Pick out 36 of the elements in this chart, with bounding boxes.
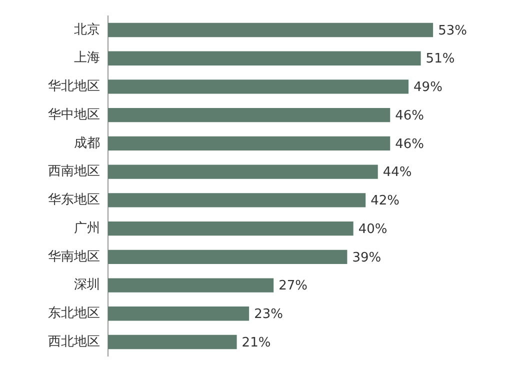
bar	[108, 51, 421, 66]
bar	[108, 306, 250, 321]
y-tick-label: 华北地区	[48, 79, 100, 94]
data-label: 46%	[395, 136, 424, 152]
y-tick-label: 华中地区	[48, 107, 100, 122]
bar	[108, 136, 390, 151]
data-label: 39%	[352, 250, 382, 266]
data-label: 46%	[395, 108, 424, 124]
bar	[108, 193, 366, 208]
bar	[108, 164, 378, 179]
y-tick-label: 成都	[74, 136, 100, 151]
bar	[108, 80, 409, 94]
y-tick-label: 北京	[74, 22, 100, 38]
data-label: 27%	[278, 278, 308, 294]
bar	[108, 108, 390, 122]
data-label: 42%	[370, 194, 400, 209]
data-label: 23%	[254, 307, 283, 322]
bar	[108, 278, 274, 292]
y-tick-label: 深圳	[74, 278, 100, 293]
y-tick-label: 华南地区	[48, 249, 100, 264]
bar	[108, 250, 348, 264]
data-label: 53%	[438, 23, 467, 38]
bar	[108, 22, 434, 38]
bar	[108, 334, 237, 350]
data-label: 21%	[242, 335, 271, 350]
data-label: 40%	[358, 222, 388, 237]
y-tick-label: 上海	[74, 50, 100, 66]
bar	[108, 221, 354, 236]
y-tick-label: 西南地区	[48, 164, 100, 180]
y-tick-label: 东北地区	[48, 306, 100, 322]
y-tick-label: 华东地区	[48, 192, 100, 208]
data-label: 51%	[426, 52, 455, 67]
data-label: 44%	[382, 165, 412, 180]
y-tick-label: 西北地区	[48, 334, 100, 350]
y-tick-label: 广州	[74, 220, 100, 236]
data-label: 49%	[414, 80, 442, 96]
